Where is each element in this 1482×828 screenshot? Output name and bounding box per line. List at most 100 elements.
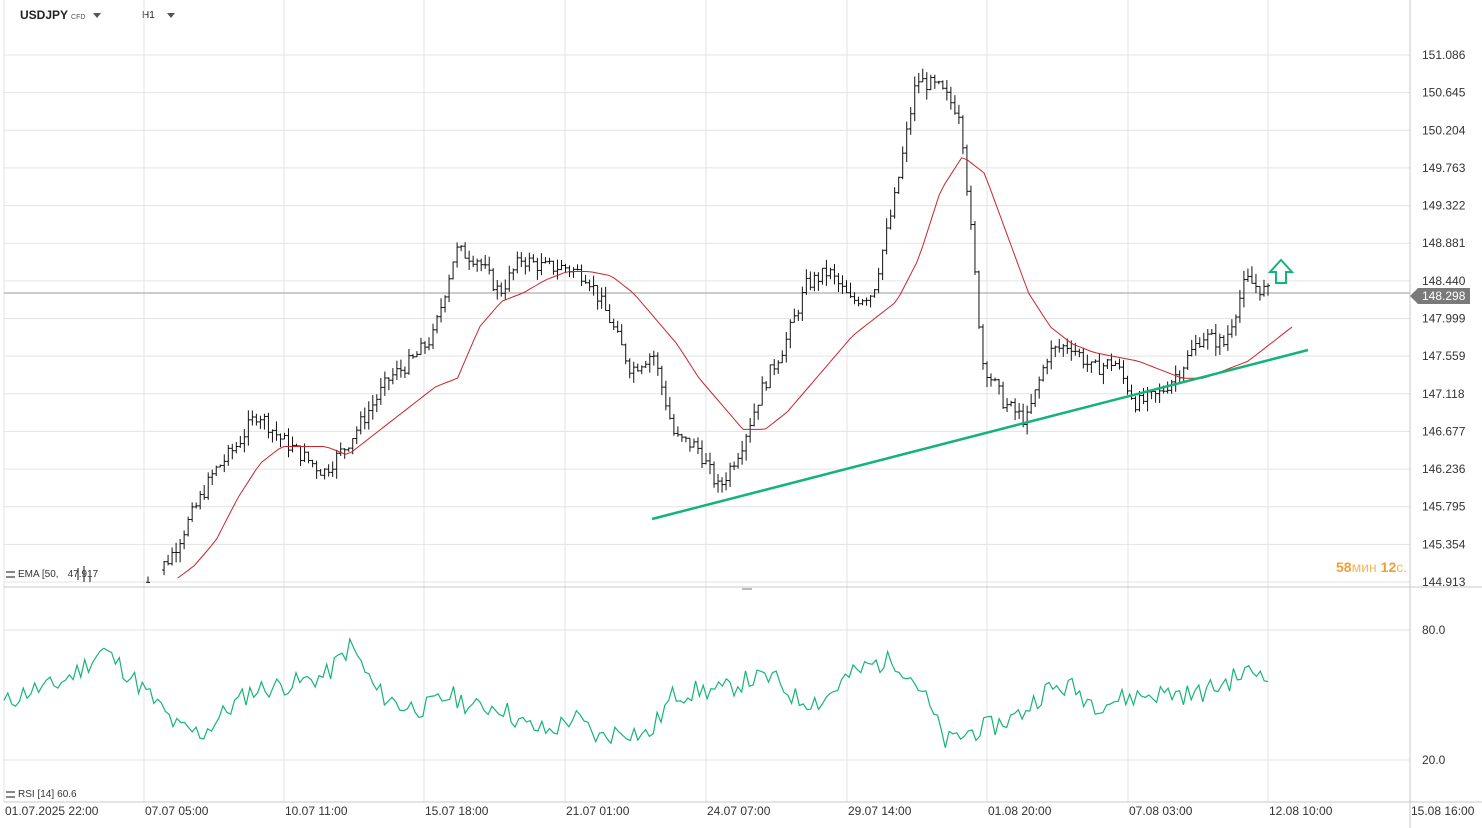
rsi-name: RSI [14]: [18, 789, 55, 800]
ohlc-bar: [920, 68, 925, 83]
ohlc-bar: [310, 459, 315, 468]
ohlc-bar: [956, 104, 961, 125]
ohlc-bar: [764, 381, 769, 391]
ohlc-bar: [848, 282, 853, 298]
indicator-settings-icon[interactable]: [6, 571, 15, 578]
ohlc-bar: [218, 464, 223, 468]
ohlc-bar: [495, 280, 500, 300]
ohlc-bar: [298, 445, 303, 467]
ohlc-bar: [366, 401, 371, 430]
ohlc-bar: [1157, 383, 1162, 404]
ohlc-bar: [1245, 268, 1250, 282]
ohlc-bar: [563, 263, 568, 273]
ohlc-bar: [1266, 283, 1270, 296]
ohlc-bar: [808, 271, 813, 291]
ohlc-bar: [864, 297, 869, 306]
ohlc-bar: [748, 418, 753, 443]
ohlc-bar: [503, 279, 508, 300]
ohlc-bar: [390, 368, 395, 385]
ohlc-bar: [202, 485, 207, 500]
ohlc-bar: [1085, 354, 1090, 372]
ohlc-bar: [964, 144, 969, 196]
ohlc-bar: [435, 314, 440, 334]
ohlc-bar: [1189, 339, 1194, 357]
ema-indicator-label[interactable]: EMA [50, 47.917: [6, 569, 98, 580]
ohlc-bar: [262, 413, 267, 430]
ohlc-bar: [888, 209, 893, 230]
ohlc-bar: [916, 72, 921, 94]
ohlc-bar: [1001, 381, 1006, 409]
ohlc-bar: [378, 378, 383, 405]
ohlc-bar: [840, 275, 845, 294]
ohlc-bar: [194, 502, 199, 509]
countdown-minutes: 58: [1336, 559, 1352, 575]
ohlc-bar: [174, 542, 179, 563]
ohlc-bar: [880, 249, 885, 281]
ohlc-bar: [354, 426, 359, 445]
ohlc-bar: [1065, 338, 1070, 354]
trendline[interactable]: [651, 348, 1309, 521]
ohlc-bar: [960, 115, 965, 155]
ohlc-bar: [334, 449, 339, 479]
ohlc-bar: [623, 343, 628, 365]
ohlc-bar: [980, 324, 985, 370]
timeframe-selector[interactable]: H1: [142, 10, 175, 21]
ohlc-bar: [455, 242, 460, 268]
ohlc-bar: [876, 267, 881, 294]
ohlc-bar: [491, 268, 496, 292]
rsi-path: [3, 636, 1269, 748]
ohlc-bar: [1129, 384, 1134, 400]
ohlc-bar: [346, 447, 351, 452]
ohlc-bar: [290, 436, 295, 453]
ohlc-bar: [206, 472, 211, 500]
time-tick-label: 15.07 18:00: [425, 804, 489, 818]
symbol-selector[interactable]: USDJPY CFD: [20, 8, 102, 22]
ohlc-bar: [820, 267, 825, 285]
ohlc-bar: [1185, 350, 1190, 370]
ohlc-bar: [1201, 332, 1206, 348]
ema-value: 47.917: [67, 569, 99, 580]
ohlc-bar: [443, 295, 448, 313]
ohlc-bar: [402, 366, 407, 378]
price-axis: 151.086 150.645 150.204 149.763 149.322 148.8…: [1422, 48, 1466, 589]
ohlc-bar: [1225, 325, 1230, 351]
ohlc-bar: [338, 442, 343, 457]
ohlc-bar: [1261, 279, 1266, 297]
ohlc-bar: [358, 411, 363, 435]
ohlc-bar: [816, 272, 821, 291]
ohlc-bar: [1205, 329, 1210, 350]
ohlc-bar: [226, 445, 231, 466]
ohlc-bar: [410, 353, 415, 359]
ohlc-bar: [318, 469, 323, 476]
ohlc-bar: [812, 271, 817, 292]
ohlc-bar: [639, 365, 644, 375]
rsi-indicator-label[interactable]: RSI [14] 60.6: [6, 789, 77, 800]
ohlc-bar: [539, 253, 544, 276]
ohlc-bar: [928, 74, 933, 91]
ohlc-bar: [210, 469, 215, 486]
ohlc-bar: [535, 257, 540, 280]
ohlc-bar: [1213, 324, 1218, 356]
time-tick-label: 12.08 10:00: [1269, 804, 1333, 818]
ohlc-bar: [683, 436, 688, 443]
ema-path: [177, 157, 1293, 579]
ohlc-bar: [607, 304, 612, 324]
price-tick-label: 147.118: [1422, 387, 1465, 401]
ohlc-bar: [1113, 360, 1118, 366]
ohlc-bar: [968, 185, 973, 230]
chart-grid: [3, 0, 1482, 828]
price-tick-label: 150.645: [1422, 86, 1466, 100]
ohlc-bar: [294, 443, 299, 447]
ohlc-bar: [908, 107, 913, 135]
ohlc-bar: [679, 433, 684, 442]
indicator-settings-icon[interactable]: [6, 791, 15, 798]
ohlc-bar: [1041, 364, 1046, 382]
ohlc-bar: [447, 274, 452, 303]
ohlc-bar: [306, 451, 311, 464]
ohlc-bar: [768, 364, 773, 389]
ohlc-bar: [1093, 359, 1098, 364]
ohlc-bar: [936, 80, 941, 85]
ohlc-bar: [382, 371, 387, 396]
symbol-name: USDJPY: [20, 8, 69, 22]
